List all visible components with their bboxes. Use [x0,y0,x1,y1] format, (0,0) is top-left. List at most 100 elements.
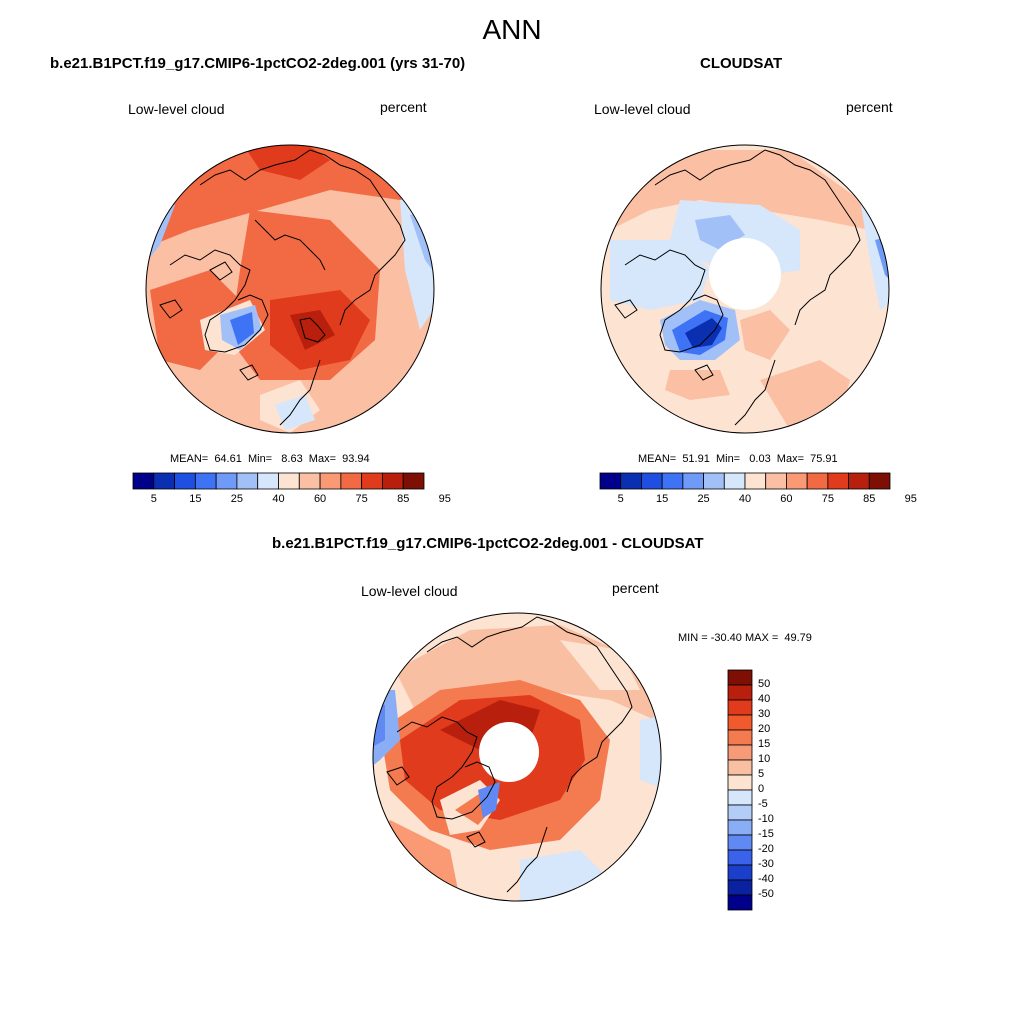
colorbar-2 [599,472,891,490]
panel-1-units-label: percent [380,99,427,115]
colorbar-swatch [661,472,684,490]
colorbar-tick-label: 60 [780,493,793,505]
colorbar-tick-label: 75 [355,493,368,505]
colorbar-tick-label: 95 [438,493,451,505]
panel-3-units-label: percent [612,580,659,596]
colorbar-swatch [620,472,642,490]
colorbar-swatch [257,472,279,490]
colorbar-swatch [382,472,404,490]
panel-3-stats: MIN = -30.40 MAX = 49.79 [678,632,812,644]
colorbar-swatch [174,472,196,490]
colorbar-tick-label: 5 [150,493,157,505]
map-2-cloudsat-low-cloud [600,144,890,434]
map-1-coastlines [159,149,406,426]
panel-2-title: CLOUDSAT [700,55,783,72]
main-title: ANN [482,14,542,45]
colorbar-1 [132,472,425,490]
colorbar-swatch [848,472,870,490]
colorbar-tick-label: 40 [738,493,752,505]
colorbar-swatch [727,729,753,746]
colorbar-swatch [153,472,175,490]
colorbar-swatch [727,789,753,806]
colorbar-tick-label: -20 [758,843,774,855]
colorbar-tick-label: 10 [758,753,771,765]
colorbar-swatch [298,472,321,490]
panel-1-stats: MEAN= 64.61 Min= 8.63 Max= 93.94 [170,453,370,465]
colorbar-swatch [727,774,753,791]
colorbar-tick-label: 60 [313,493,327,505]
map-2-fill [601,145,889,433]
colorbar-tick-label: -50 [758,888,774,900]
panel-3-variable-label: Low-level cloud [361,583,458,599]
colorbar-swatch [723,472,746,490]
colorbar-swatch [727,684,753,701]
colorbar-swatch [827,472,849,490]
map-3-fill [373,613,661,901]
colorbar-swatch [361,472,383,490]
colorbar-swatch [744,472,767,490]
colorbar-swatch [765,472,787,490]
colorbar-tick-label: 75 [821,493,834,505]
colorbar-swatch [786,472,808,490]
colorbar-tick-label: 5 [617,493,624,505]
colorbar-tick-label: 40 [758,693,771,705]
colorbar-tick-label: 15 [656,493,669,505]
colorbar-swatch [703,472,725,490]
colorbar-swatch [727,894,753,911]
panel-2-units-label: percent [846,99,893,115]
colorbar-swatch [236,472,259,490]
colorbar-tick-label: 50 [758,678,771,690]
panel-2-stats: MEAN= 51.91 Min= 0.03 Max= 75.91 [638,453,838,465]
colorbar-swatch [682,472,704,490]
colorbar-swatch [727,864,753,881]
colorbar-tick-label: 40 [272,493,285,505]
map-1-model-low-cloud [145,144,435,434]
colorbar-tick-label: 15 [758,738,771,750]
colorbar-swatch [727,879,753,896]
map-3-coastlines [386,616,633,893]
panel-1-variable-label: Low-level cloud [128,101,225,117]
colorbar-swatch [806,472,829,490]
colorbar-3 [727,669,753,911]
colorbar-swatch [402,472,425,490]
colorbar-swatch [727,819,753,836]
colorbar-tick-label: -10 [758,813,774,825]
colorbar-tick-label: 0 [758,783,765,795]
colorbar-swatch [215,472,238,490]
panel-2-variable-label: Low-level cloud [594,101,691,117]
colorbar-swatch [727,699,753,716]
colorbar-tick-label: -30 [758,858,774,870]
colorbar-swatch [340,472,363,490]
colorbar-swatch [132,472,155,490]
map-2-coastlines [614,149,861,426]
colorbar-swatch [727,744,753,761]
panel-1-title: b.e21.B1PCT.f19_g17.CMIP6-1pctCO2-2deg.0… [50,55,466,72]
colorbar-swatch [727,669,753,686]
colorbar-tick-label: -40 [758,873,774,885]
colorbar-swatch [727,804,753,821]
map-3-difference [372,612,662,902]
colorbar-tick-label: 5 [758,768,765,780]
colorbar-swatch [319,472,342,490]
colorbar-swatch [868,472,891,490]
colorbar-swatch [727,714,753,731]
colorbar-tick-label: 30 [758,708,771,720]
colorbar-tick-label: -5 [758,798,768,810]
colorbar-tick-label: 85 [397,493,410,505]
colorbar-swatch [599,472,622,490]
colorbar-tick-label: 20 [758,723,771,735]
colorbar-swatch [278,472,300,490]
colorbar-tick-label: 95 [904,493,917,505]
colorbar-tick-label: 25 [230,493,244,505]
colorbar-swatch [727,849,753,866]
colorbar-tick-label: 85 [863,493,876,505]
map-1-fill [146,145,434,433]
panel-3-title: b.e21.B1PCT.f19_g17.CMIP6-1pctCO2-2deg.0… [272,535,704,552]
colorbar-tick-label: 25 [697,493,710,505]
colorbar-tick-label: -15 [758,828,774,840]
colorbar-swatch [727,834,753,851]
colorbar-swatch [727,759,753,776]
colorbar-tick-label: 15 [189,493,202,505]
colorbar-swatch [641,472,663,490]
